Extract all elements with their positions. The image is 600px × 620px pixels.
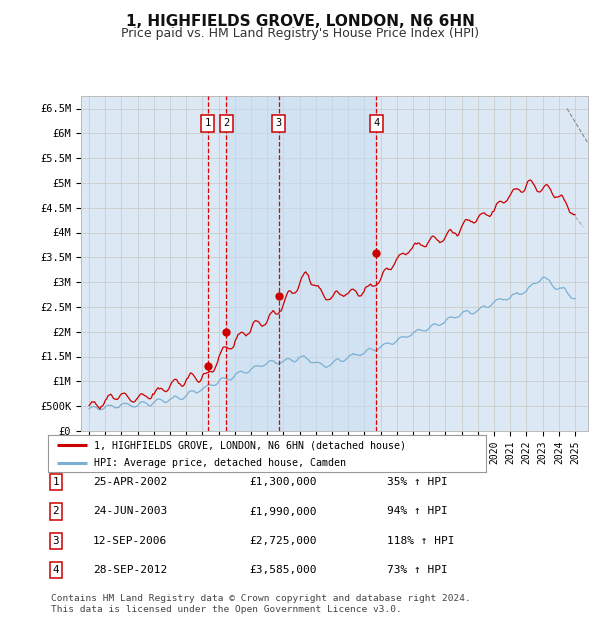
Text: 2: 2 xyxy=(53,507,59,516)
Text: 3: 3 xyxy=(53,536,59,546)
Text: 24-JUN-2003: 24-JUN-2003 xyxy=(93,507,167,516)
Bar xyxy=(226,96,376,431)
Text: 28-SEP-2012: 28-SEP-2012 xyxy=(93,565,167,575)
Text: 2: 2 xyxy=(223,118,230,128)
Text: 94% ↑ HPI: 94% ↑ HPI xyxy=(387,507,448,516)
Text: 35% ↑ HPI: 35% ↑ HPI xyxy=(387,477,448,487)
Text: Contains HM Land Registry data © Crown copyright and database right 2024.
This d: Contains HM Land Registry data © Crown c… xyxy=(51,595,471,614)
Text: 25-APR-2002: 25-APR-2002 xyxy=(93,477,167,487)
Text: 73% ↑ HPI: 73% ↑ HPI xyxy=(387,565,448,575)
Text: 4: 4 xyxy=(53,565,59,575)
Text: 3: 3 xyxy=(275,118,282,128)
Text: 118% ↑ HPI: 118% ↑ HPI xyxy=(387,536,455,546)
Text: 1, HIGHFIELDS GROVE, LONDON, N6 6HN: 1, HIGHFIELDS GROVE, LONDON, N6 6HN xyxy=(125,14,475,29)
Text: 4: 4 xyxy=(373,118,380,128)
Text: £2,725,000: £2,725,000 xyxy=(249,536,317,546)
Text: £3,585,000: £3,585,000 xyxy=(249,565,317,575)
Text: HPI: Average price, detached house, Camden: HPI: Average price, detached house, Camd… xyxy=(94,458,346,468)
Text: £1,990,000: £1,990,000 xyxy=(249,507,317,516)
Text: 1, HIGHFIELDS GROVE, LONDON, N6 6HN (detached house): 1, HIGHFIELDS GROVE, LONDON, N6 6HN (det… xyxy=(94,440,406,450)
Text: 1: 1 xyxy=(53,477,59,487)
Text: 12-SEP-2006: 12-SEP-2006 xyxy=(93,536,167,546)
Text: Price paid vs. HM Land Registry's House Price Index (HPI): Price paid vs. HM Land Registry's House … xyxy=(121,27,479,40)
Text: 1: 1 xyxy=(205,118,211,128)
Text: £1,300,000: £1,300,000 xyxy=(249,477,317,487)
